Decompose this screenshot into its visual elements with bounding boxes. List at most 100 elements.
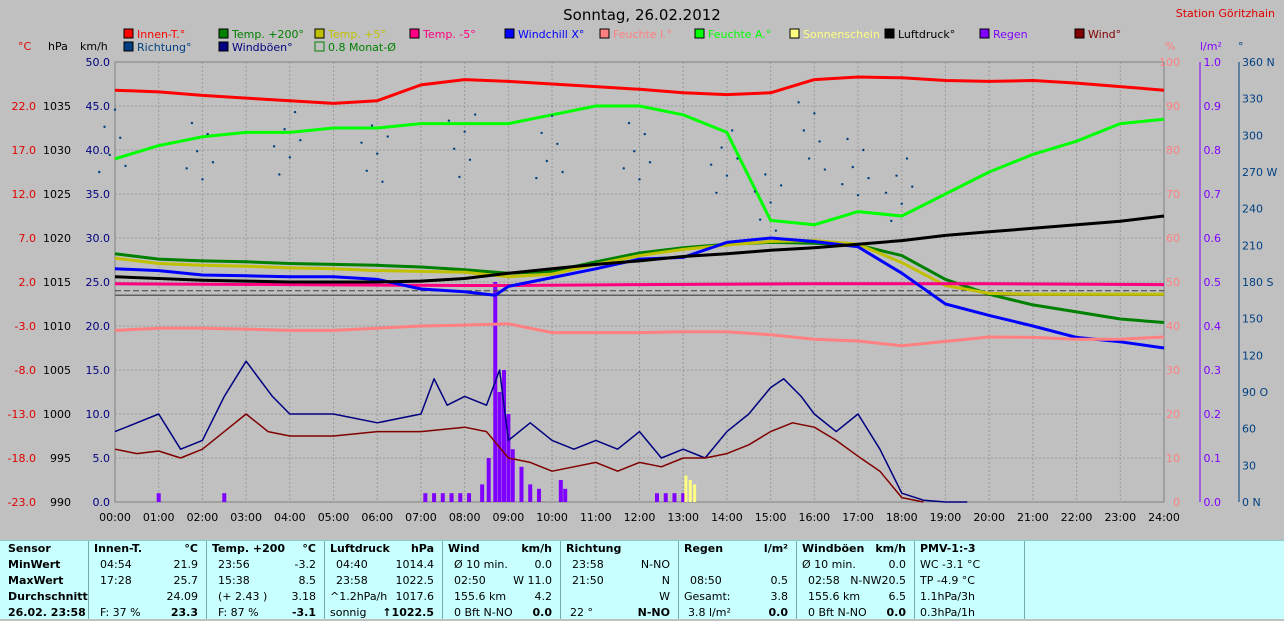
direction-point [797, 101, 800, 104]
richtung-column: Richtung 23:58 N-NO 21:50 N W 22 ° N-NO [566, 541, 674, 619]
regen-header: Regen [684, 542, 724, 555]
temp-header: Temp. +200 [212, 542, 286, 555]
pct-tick-label: 60 [1166, 232, 1180, 245]
direction-point [288, 156, 292, 159]
dir-tick-label: 0 N [1242, 496, 1261, 509]
rain-bar [440, 493, 445, 502]
legend-label: Luftdruck° [898, 28, 955, 41]
direction-point [556, 142, 559, 146]
direction-point [535, 176, 538, 180]
rain-bar [528, 484, 533, 502]
temp-tick-label: 17.0 [12, 144, 37, 157]
hpa-tick-label: 1015 [43, 276, 71, 289]
pct-tick-label: 100 [1159, 56, 1180, 69]
rain-tick-label: 0.3 [1204, 364, 1222, 377]
dir-tick-label: 360 N [1242, 56, 1275, 69]
direction-point [201, 178, 204, 181]
legend-swatch [123, 41, 134, 52]
temp-avg-value: 3.18 [291, 590, 317, 603]
sensor-header: Sensor [8, 542, 51, 555]
direction-point [841, 183, 844, 186]
rain-bar [536, 488, 541, 502]
wind-avg10-value: 0.0 [534, 558, 553, 571]
time-tick-label: 11:00 [580, 511, 612, 524]
axis-unit: l/m² [1200, 40, 1222, 53]
direction-point [648, 161, 652, 164]
innen-header: Innen-T. [94, 542, 143, 555]
rain-tick-label: 0.6 [1204, 232, 1222, 245]
rain-tick-label: 0.1 [1204, 452, 1222, 465]
time-tick-label: 10:00 [536, 511, 568, 524]
legend-swatch [504, 28, 515, 39]
pct-tick-label: 30 [1166, 364, 1180, 377]
legend-swatch [789, 28, 800, 39]
temp-tick-label: -8.0 [15, 364, 36, 377]
pct-tick-label: 90 [1166, 100, 1180, 113]
direction-point [862, 148, 865, 152]
series-line [114, 360, 968, 503]
temp-tick-label: 7.0 [19, 232, 37, 245]
pmv-dewpoint: TP -4.9 °C [920, 574, 975, 587]
rain-bar [502, 370, 507, 502]
direction-point [736, 157, 739, 160]
direction-point [283, 128, 286, 131]
time-tick-label: 08:00 [449, 511, 481, 524]
direction-point [709, 163, 713, 166]
richtung-row3-value: W [659, 590, 670, 603]
time-tick-label: 04:00 [274, 511, 306, 524]
series-lines [98, 75, 1165, 503]
innen-humidity: F: 37 % [100, 606, 141, 619]
temp-tick-label: -18.0 [8, 452, 36, 465]
wind-max-value: W 11.0 [513, 574, 552, 587]
kmh-tick-label: 0.0 [93, 496, 111, 509]
rain-tick-label: 0.9 [1204, 100, 1222, 113]
legend-label: Feuchte I.° [613, 28, 672, 41]
direction-point [638, 178, 641, 181]
boeen-unit: km/h [875, 542, 906, 555]
rain-bar [467, 493, 472, 502]
regen-max-time: 08:50 [690, 574, 722, 587]
max-label: MaxWert [8, 574, 64, 587]
hpa-tick-label: 1005 [43, 364, 71, 377]
time-tick-label: 23:00 [1104, 511, 1136, 524]
time-tick-label: 06:00 [361, 511, 393, 524]
boeen-column: Windböen km/h Ø 10 min. 0.0 02:58 N-NW 20.5… [802, 541, 910, 619]
boeen-max-value: 20.5 [881, 574, 907, 587]
legend-swatch [314, 28, 325, 39]
rain-bar [654, 493, 659, 502]
rain-tick-label: 0.0 [1204, 496, 1222, 509]
innen-max-value: 25.7 [173, 574, 199, 587]
druck-trend: ^1.2hPa/h [330, 590, 388, 603]
boeen-avg-value: 6.5 [888, 590, 907, 603]
wind-unit: km/h [521, 542, 552, 555]
regen-total-label: Gesamt: [684, 590, 731, 603]
chart-title: Sonntag, 26.02.2012 [563, 6, 721, 24]
series-line [114, 413, 924, 503]
rain-bar [558, 480, 563, 502]
legend-swatch [694, 28, 705, 39]
rain-tick-label: 0.2 [1204, 408, 1222, 421]
direction-point [206, 132, 209, 136]
time-tick-label: 13:00 [667, 511, 699, 524]
pct-tick-label: 0 [1173, 496, 1180, 509]
direction-point [103, 125, 106, 128]
rain-bar [493, 282, 498, 502]
druck-header: Luftdruck [330, 542, 390, 555]
boeen-bft: 0 Bft N-NO [808, 606, 867, 619]
axis-unit: ° [1238, 40, 1244, 53]
direction-point [278, 173, 281, 176]
legend-label: Innen-T.° [137, 28, 185, 41]
legend-swatch [884, 28, 895, 39]
pmv-column: PMV-1:-3 WC -3.1 °C TP -4.9 °C 1.1hPa/3h… [920, 541, 1020, 619]
pct-tick-label: 80 [1166, 144, 1180, 157]
rain-tick-label: 0.8 [1204, 144, 1222, 157]
hpa-tick-label: 1035 [43, 100, 71, 113]
direction-point [890, 219, 893, 223]
druck-avg-value: 1017.6 [395, 590, 435, 603]
pmv-trend3h: 1.1hPa/3h [920, 590, 976, 603]
direction-point [846, 137, 849, 141]
legend-swatch [409, 28, 420, 39]
temp-tick-label: 2.0 [19, 276, 37, 289]
kmh-tick-label: 10.0 [86, 408, 111, 421]
dir-tick-label: 150 [1242, 313, 1263, 326]
